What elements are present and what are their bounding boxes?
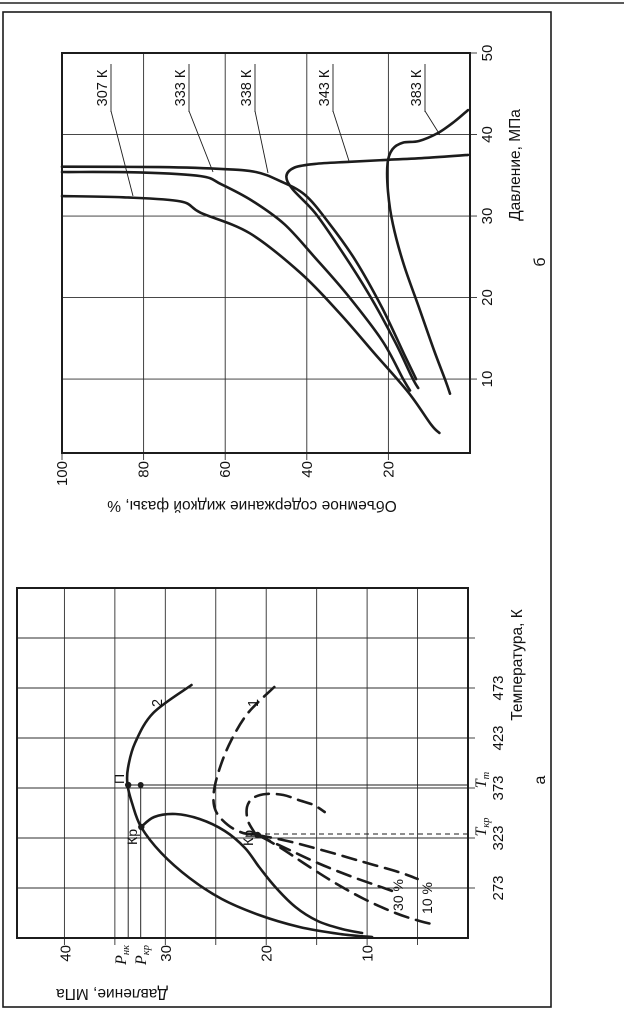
curve-343-К bbox=[285, 153, 470, 390]
tick-label-t373: 373 bbox=[490, 775, 507, 800]
point-P-label: П bbox=[111, 774, 127, 784]
curve-retrograde-region-boundary bbox=[245, 792, 326, 837]
chart-a-curves bbox=[125, 683, 433, 939]
tick-label-bp40: 40 bbox=[479, 126, 496, 143]
tick-label-t323: 323 bbox=[490, 825, 507, 850]
isotherm-leader-383 bbox=[424, 110, 441, 136]
chart-a-xaxis-title: Температура, К bbox=[509, 609, 526, 721]
chart-b-text: 100 80 60 40 20 10 20 30 40 50 Давление,… bbox=[54, 45, 549, 514]
tick-label-bp20: 20 bbox=[479, 289, 496, 306]
isotherm-leader-338 bbox=[254, 110, 269, 174]
chart-a-grid bbox=[16, 587, 475, 945]
chart-b-curves bbox=[60, 108, 470, 435]
chart-a-markers bbox=[125, 781, 468, 938]
chart-b-yaxis-title: Объемное содержание жидкой фазы, % bbox=[107, 497, 397, 514]
curve-phase-envelope-2-inner-branch bbox=[139, 812, 364, 935]
tick-label-p20: 20 bbox=[259, 945, 276, 962]
critical-point-1-label: Кр bbox=[240, 830, 256, 846]
panel-b-label: б bbox=[532, 257, 549, 266]
tick-label-t473: 473 bbox=[490, 675, 507, 700]
tick-label-v60: 60 bbox=[217, 461, 234, 478]
tick-label-v20: 20 bbox=[381, 461, 398, 478]
tick-label-t273: 273 bbox=[490, 875, 507, 900]
chart-a-yaxis-title: Давление, МПа bbox=[56, 985, 168, 1002]
isotherm-label-307: 307 К bbox=[95, 69, 111, 106]
isotherm-leader-307 bbox=[110, 110, 134, 197]
t-kr-label: Ткр bbox=[473, 817, 492, 836]
critical-point-2-dot bbox=[138, 823, 145, 831]
isotherm-label-383: 383 К bbox=[409, 69, 425, 106]
chart-b-xaxis-title: Давление, МПа bbox=[507, 109, 524, 221]
curve-phase-envelope-1 bbox=[212, 685, 433, 926]
critical-point-1-dot bbox=[254, 831, 261, 839]
p-kr-label: Ркр bbox=[133, 945, 152, 966]
curve-liquid-content-line-30 bbox=[255, 833, 394, 893]
tick-label-p30: 30 bbox=[158, 945, 175, 962]
isotherm-leader-333 bbox=[188, 110, 214, 173]
point-P-dot bbox=[125, 781, 132, 789]
curve-307-К bbox=[60, 194, 441, 435]
figure-frame bbox=[2, 11, 552, 1008]
tick-label-v100: 100 bbox=[54, 461, 71, 486]
curve-2-label: 2 bbox=[150, 699, 166, 707]
curve-liquid-content-line-10 bbox=[255, 833, 419, 881]
tick-label-t423: 423 bbox=[490, 725, 507, 750]
point-tm-dot bbox=[137, 782, 144, 788]
quality-10-label: 10 % bbox=[419, 882, 435, 914]
p-nk-label: Рнк bbox=[113, 945, 132, 966]
tick-label-bp10: 10 bbox=[479, 371, 496, 388]
panel-a-label: а bbox=[532, 775, 549, 784]
tick-label-v80: 80 bbox=[136, 461, 153, 478]
curve-338-К bbox=[60, 165, 418, 381]
curve-333-К bbox=[60, 170, 412, 392]
tick-label-p40: 40 bbox=[58, 945, 75, 962]
t-m-label: Тm bbox=[473, 771, 492, 788]
tick-label-bp50: 50 bbox=[479, 45, 496, 62]
isotherm-label-338: 338 К bbox=[239, 69, 255, 106]
critical-point-2-label: Кр bbox=[124, 829, 140, 845]
chart-b-grid bbox=[61, 52, 477, 460]
tick-label-p10: 10 bbox=[360, 945, 377, 962]
curve-383-К bbox=[385, 108, 470, 396]
isotherm-leader-343 bbox=[332, 110, 350, 162]
tick-label-v40: 40 bbox=[299, 461, 316, 478]
isotherm-label-333: 333 К bbox=[173, 69, 189, 106]
curve-1-label: 1 bbox=[246, 699, 262, 707]
isotherm-label-343: 343 К bbox=[317, 69, 333, 106]
chart-a-text: 40 30 20 10 Рнк Ркр 273 323 373 423 473 … bbox=[56, 609, 549, 1002]
curve-phase-envelope-2 bbox=[125, 683, 374, 939]
tick-label-bp30: 30 bbox=[479, 208, 496, 225]
quality-30-label: 30 % bbox=[390, 879, 406, 911]
